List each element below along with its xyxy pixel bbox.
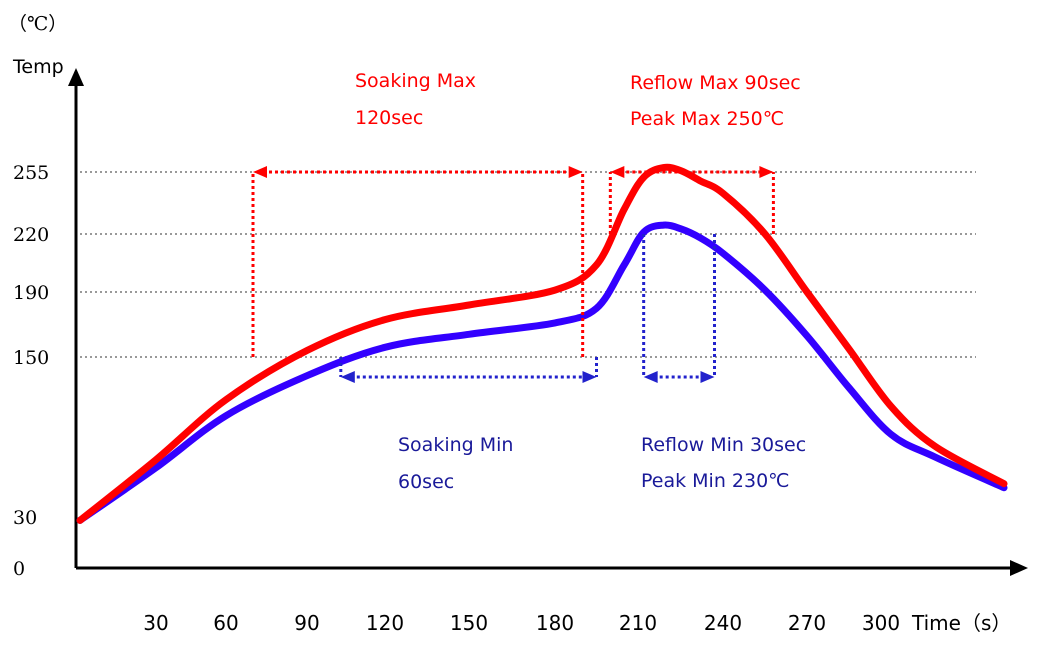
min-profile-line <box>76 221 1008 524</box>
y-tick-label: 150 <box>13 347 49 369</box>
range-markers <box>251 166 775 383</box>
x-tick-label: 240 <box>704 611 742 635</box>
y-tick-labels: 0 30 150 190 220 255 <box>13 162 49 580</box>
y-tick-label: 30 <box>13 507 37 529</box>
soaking-min-label: Soaking Min <box>398 434 514 456</box>
x-tick-label: 60 <box>213 611 238 635</box>
x-axis-arrow <box>1010 560 1028 576</box>
soaking_min-arrow-right <box>582 371 597 383</box>
reflow_min-arrow-left <box>643 371 658 383</box>
reflow_max-arrow-right <box>759 166 774 178</box>
peak-min-label: Peak Min 230℃ <box>641 470 790 492</box>
reflow-min-label: Reflow Min 30sec <box>641 434 807 456</box>
soaking_min-arrow-left <box>340 371 355 383</box>
soaking-min-duration: 60sec <box>398 471 455 493</box>
y-tick-label: 0 <box>13 558 25 580</box>
x-tick-labels: 30 60 90 120 150 180 210 240 270 300 <box>143 611 900 635</box>
soaking-max-label: Soaking Max <box>355 70 477 92</box>
axes <box>68 68 1028 576</box>
x-tick-label: 270 <box>788 611 826 635</box>
x-tick-label: 90 <box>294 611 319 635</box>
soaking_max-arrow-left <box>253 166 267 178</box>
y-tick-label: 220 <box>13 224 49 246</box>
x-axis-label: Time（s） <box>911 611 1011 635</box>
x-tick-label: 180 <box>536 611 574 635</box>
y-axis-label: Temp <box>12 56 64 78</box>
y-tick-label: 190 <box>13 282 49 304</box>
x-tick-label: 120 <box>366 611 404 635</box>
peak-max-label: Peak Max 250℃ <box>630 108 785 130</box>
y-axis-arrow <box>68 68 84 86</box>
series <box>76 163 1008 524</box>
unit-label: （℃） <box>8 13 67 35</box>
x-tick-label: 30 <box>143 611 168 635</box>
x-tick-label: 300 <box>862 611 900 635</box>
x-tick-label: 150 <box>450 611 488 635</box>
x-tick-label: 210 <box>619 611 657 635</box>
y-tick-label: 255 <box>13 162 49 184</box>
soaking_max-arrow-right <box>568 166 583 178</box>
reflow_max-arrow-left <box>610 166 625 178</box>
reflow-max-label: Reflow Max 90sec <box>630 72 801 94</box>
soaking-max-duration: 120sec <box>355 107 424 129</box>
max-profile-line <box>76 163 1008 524</box>
reflow_min-arrow-right <box>700 371 715 383</box>
